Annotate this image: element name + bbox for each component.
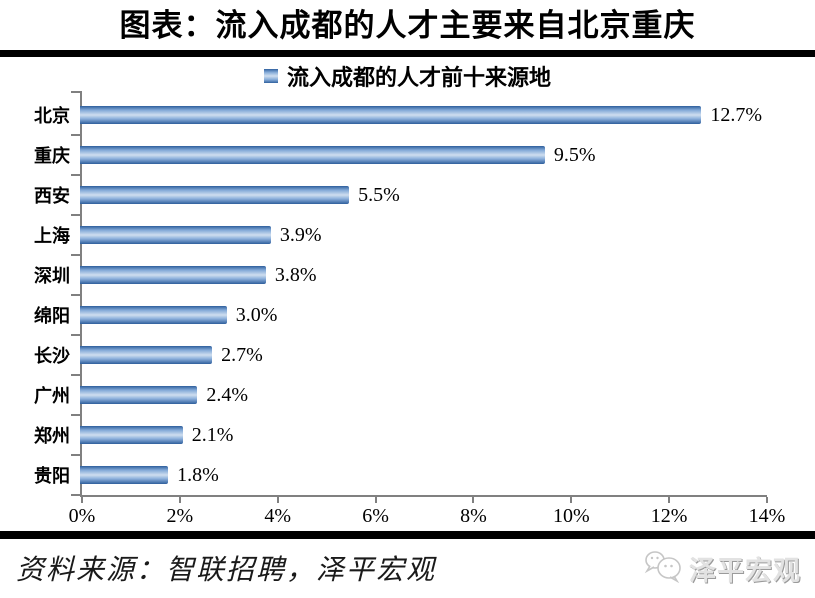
value-label: 5.5% <box>358 184 400 206</box>
bar <box>80 226 271 244</box>
bar <box>80 386 198 404</box>
footer-divider <box>0 531 815 539</box>
category-label: 长沙 <box>34 346 70 366</box>
category-label: 广州 <box>34 386 70 406</box>
y-axis-tick <box>71 134 80 136</box>
value-label: 2.4% <box>206 384 249 406</box>
value-label: 12.7% <box>710 104 763 126</box>
bar-row: 贵阳 1.8% <box>0 455 815 495</box>
bar <box>80 266 266 284</box>
x-axis-tick <box>81 497 83 503</box>
x-axis-tick-label: 14% <box>748 505 786 527</box>
bar-track: 5.5% <box>80 175 765 215</box>
bar-track: 3.8% <box>80 255 765 295</box>
value-label: 2.1% <box>191 424 234 446</box>
x-axis-tick-label: 10% <box>552 505 590 527</box>
value-label: 3.0% <box>235 304 278 326</box>
y-axis-tick <box>71 414 80 416</box>
bar-row: 北京 12.7% <box>0 95 815 135</box>
category-label: 上海 <box>34 226 70 246</box>
bar-track: 2.7% <box>80 335 765 375</box>
bar-track: 3.0% <box>80 295 765 335</box>
bar <box>80 186 350 204</box>
bar-track: 1.8% <box>80 455 765 495</box>
x-axis-tick <box>570 497 573 503</box>
value-label: 3.9% <box>279 224 322 246</box>
bar-track: 9.5% <box>80 135 765 175</box>
data-source-text: 资料来源：智联招聘，泽平宏观 <box>16 555 437 586</box>
y-axis-tick <box>71 174 80 176</box>
bar <box>80 306 227 324</box>
category-label: 北京 <box>34 106 70 126</box>
brand-logo: 泽平宏观 <box>643 549 801 588</box>
y-axis-tick <box>71 214 80 216</box>
bar-track: 3.9% <box>80 215 765 255</box>
page-title: 图表：流入成都的人才主要来自北京重庆 <box>119 8 696 43</box>
category-label: 贵阳 <box>34 466 70 486</box>
category-label: 重庆 <box>34 146 70 166</box>
bar <box>80 426 183 444</box>
bar-track: 2.1% <box>80 415 765 455</box>
x-axis-tick-label: 12% <box>650 505 688 527</box>
category-label: 绵阳 <box>34 306 70 326</box>
x-axis-tick <box>766 497 768 503</box>
x-axis-tick <box>178 497 181 503</box>
y-axis-tick <box>71 374 80 376</box>
bar <box>80 466 169 484</box>
bar-track: 2.4% <box>80 375 765 415</box>
value-label: 1.8% <box>177 464 219 486</box>
bar-row: 绵阳 3.0% <box>0 295 815 335</box>
category-label: 深圳 <box>34 266 70 286</box>
x-axis-tick-label: 0% <box>68 505 96 527</box>
bar-row: 广州 2.4% <box>0 375 815 415</box>
category-label: 西安 <box>34 186 70 206</box>
x-axis-tick <box>374 497 377 503</box>
y-axis-line <box>80 91 82 497</box>
y-axis-tick <box>71 494 80 496</box>
footer: 资料来源：智联招聘，泽平宏观 <box>0 539 815 597</box>
x-axis-tick-label: 4% <box>264 505 292 527</box>
chart-legend: 流入成都的人才前十来源地 <box>0 57 815 95</box>
bar-row: 重庆 9.5% <box>0 135 815 175</box>
bar <box>80 146 545 164</box>
bar <box>80 346 213 364</box>
bar-row: 长沙 2.7% <box>0 335 815 375</box>
x-axis-tick-label: 2% <box>166 505 194 527</box>
x-axis: 0% 2% 4% 6% 8% 10% 12% 14% <box>69 495 785 531</box>
x-axis-tick-label: 8% <box>460 505 487 527</box>
wechat-bubbles-icon <box>643 549 683 588</box>
x-axis-tick <box>668 497 671 503</box>
y-axis-tick <box>71 334 80 336</box>
x-axis-tick-label: 6% <box>362 505 389 527</box>
bar-row: 深圳 3.8% <box>0 255 815 295</box>
bar-row: 郑州 2.1% <box>0 415 815 455</box>
bar-row: 上海 3.9% <box>0 215 815 255</box>
bar <box>80 106 702 124</box>
y-axis-tick <box>71 254 80 256</box>
legend-swatch-icon <box>263 69 278 83</box>
bar-row: 西安 5.5% <box>0 175 815 215</box>
title-divider <box>0 50 815 57</box>
x-axis-tick <box>276 497 279 503</box>
value-label: 2.7% <box>221 344 263 366</box>
y-axis-tick <box>71 91 80 93</box>
value-label: 3.8% <box>274 264 317 286</box>
brand-text: 泽平宏观 <box>689 555 801 586</box>
x-axis-tick <box>472 497 475 503</box>
bar-track: 12.7% <box>80 95 765 135</box>
y-axis-tick <box>71 454 80 456</box>
bar-chart-plot: 北京 12.7% 重庆 9.5% 西安 5.5% 上海 3.9% 深圳 3.8% 绵阳 3.0% 长沙 2… <box>0 91 815 497</box>
y-axis-tick <box>71 294 80 296</box>
legend-label: 流入成都的人才前十来源地 <box>286 65 551 90</box>
category-label: 郑州 <box>34 426 70 446</box>
value-label: 9.5% <box>553 144 596 166</box>
